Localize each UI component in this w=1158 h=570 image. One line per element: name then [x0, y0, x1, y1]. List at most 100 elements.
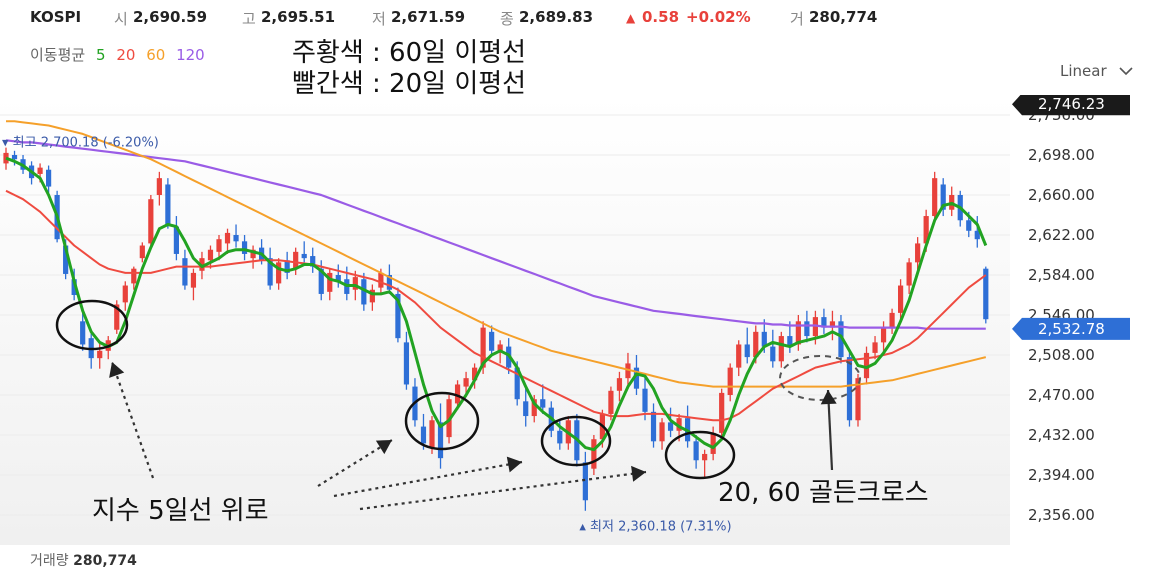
- ma-legend-label: 이동평균: [30, 46, 86, 64]
- annotation-arrow: [317, 439, 393, 487]
- y-tick-label: 2,470.00: [1028, 386, 1095, 404]
- candle-body: [616, 378, 623, 391]
- ma-line-5: [5, 156, 988, 452]
- candle-body: [523, 401, 529, 417]
- candle-body: [540, 399, 546, 408]
- change-up-icon: ▲: [626, 11, 636, 25]
- change-percent: +0.02%: [686, 8, 751, 26]
- candle-body: [719, 392, 725, 433]
- high-value: 2,695.51: [261, 8, 336, 26]
- annotation-golden-cross: 20, 60 골든크로스: [718, 478, 929, 508]
- candle-body: [846, 357, 853, 421]
- candle-body: [190, 272, 197, 288]
- annotation-title: 주황색 : 60일 이평선 빨간색 : 20일 이평선: [292, 38, 526, 100]
- candle-body: [702, 453, 708, 461]
- candle-body: [915, 243, 921, 263]
- candle-body: [114, 304, 120, 330]
- candle-body: [284, 260, 290, 273]
- candle-body: [327, 272, 333, 292]
- ma-line-120: [5, 139, 986, 330]
- candle-body: [318, 268, 324, 294]
- candle-body: [276, 262, 282, 284]
- arrow-head: [375, 440, 392, 455]
- candle-body: [139, 245, 145, 259]
- price-tag: [1012, 95, 1130, 116]
- candle-body: [863, 352, 870, 379]
- annotation-arrow: [359, 470, 647, 511]
- candle-body: [855, 378, 861, 421]
- candle-body: [923, 216, 929, 244]
- candle-body: [301, 253, 307, 259]
- candle-body: [173, 226, 179, 254]
- golden-cross-circle: [779, 355, 861, 401]
- candle-body: [454, 384, 461, 404]
- candle-body: [608, 390, 614, 414]
- candle-body: [787, 336, 793, 347]
- candle-body: [761, 331, 767, 347]
- candle-body: [889, 312, 895, 328]
- candle-body: [489, 331, 495, 351]
- candle-body: [71, 279, 77, 295]
- candle-body: [736, 344, 742, 368]
- candle-body: [386, 275, 392, 290]
- candle-body: [693, 441, 699, 461]
- candle-body: [676, 418, 682, 431]
- candle-body: [395, 293, 401, 339]
- candle-body: [352, 277, 358, 290]
- min-marker-label: ▴ 최저 2,360.18 (7.31%): [579, 520, 731, 535]
- candle-body: [97, 350, 103, 359]
- candle-body: [182, 258, 188, 286]
- candle-body: [46, 169, 52, 187]
- chevron-down-icon: [1119, 67, 1133, 76]
- candle-body: [838, 321, 844, 358]
- candle-body: [642, 388, 648, 412]
- candle-body: [241, 241, 248, 254]
- candle-body: [369, 289, 375, 303]
- arrow-head: [109, 362, 125, 378]
- close-value: 2,689.83: [519, 8, 594, 26]
- candle-body: [437, 422, 444, 459]
- highlight-circle: [664, 430, 736, 480]
- candle-body: [80, 321, 86, 345]
- candle-body: [557, 430, 563, 444]
- plot-background: [0, 95, 1010, 545]
- candle-body: [335, 275, 341, 282]
- candle-body: [224, 232, 231, 244]
- ticker-symbol: KOSPI: [30, 8, 82, 26]
- volume-footer: 거래량 280,774: [30, 550, 137, 570]
- ma20-legend[interactable]: 20: [116, 46, 136, 64]
- annotation-line-ma60: 주황색 : 60일 이평선: [292, 38, 527, 68]
- scale-dropdown[interactable]: Linear: [1060, 62, 1133, 80]
- candle-body: [983, 268, 989, 320]
- ma120-legend[interactable]: 120: [176, 46, 205, 64]
- arrow-head: [506, 456, 522, 473]
- ma-legend: 이동평균 5 20 60 120: [30, 44, 211, 65]
- candle-body: [122, 285, 128, 303]
- ma5-legend[interactable]: 5: [95, 46, 106, 64]
- candle-body: [966, 220, 972, 231]
- candle-body: [778, 336, 784, 362]
- y-tick-label: 2,394.00: [1028, 466, 1095, 484]
- candle-body: [727, 367, 733, 395]
- y-tick-label: 2,698.00: [1028, 146, 1095, 164]
- arrow-head: [631, 465, 646, 482]
- candlestick-chart[interactable]: 2,356.00 2,394.00 2,432.00 2,470.00 2,508.00…: [0, 95, 1158, 545]
- low-value: 2,671.59: [391, 8, 466, 26]
- candle-body: [250, 249, 256, 259]
- candle-body: [37, 167, 43, 174]
- ma60-legend[interactable]: 60: [146, 46, 166, 64]
- y-tick-label: 2,508.00: [1028, 346, 1095, 364]
- candle-body: [753, 331, 759, 358]
- price-tag-label: 2,532.78: [1038, 320, 1105, 338]
- candle-body: [165, 184, 171, 225]
- arrow-head: [820, 390, 837, 405]
- candle-body: [710, 432, 716, 454]
- candle-body: [625, 363, 631, 379]
- highlight-circle: [55, 299, 129, 351]
- candle-body: [378, 272, 384, 288]
- change-value: 0.58: [642, 8, 680, 26]
- ma-line-20: [5, 189, 987, 422]
- candle-body: [156, 178, 162, 195]
- candle-body: [403, 342, 410, 385]
- ma-line-60: [6, 120, 987, 388]
